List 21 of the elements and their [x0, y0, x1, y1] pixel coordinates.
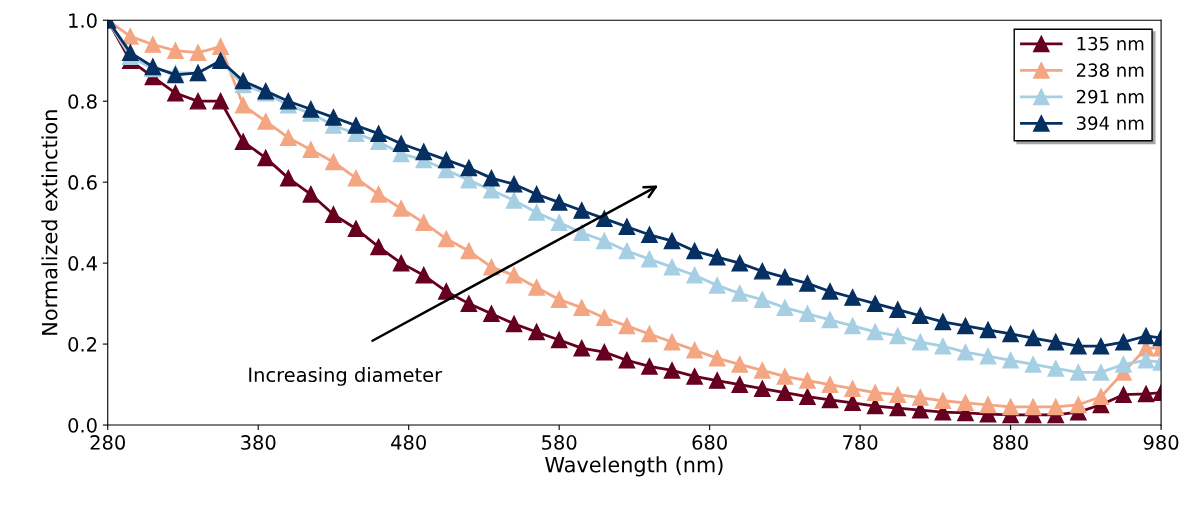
- x-tick-label: 680: [692, 435, 727, 450]
- y-axis-title: Normalized extinction: [41, 110, 58, 335]
- x-axis-title: Wavelength (nm): [545, 456, 723, 477]
- y-tick-label: 0.2: [68, 337, 97, 352]
- x-tick-label: 380: [241, 435, 276, 450]
- legend-label: 291 nm: [1076, 89, 1144, 104]
- x-tick-label: 980: [1143, 435, 1179, 450]
- x-tick-label: 880: [993, 435, 1028, 450]
- x-tick-label: 580: [542, 435, 577, 450]
- y-tick-label: 0.6: [68, 175, 97, 190]
- legend-label: 238 nm: [1076, 63, 1144, 77]
- y-tick-label: 0.0: [68, 418, 97, 433]
- x-tick-label: 480: [391, 435, 426, 450]
- y-tick-label: 1.0: [69, 13, 97, 28]
- y-tick-label: 0.8: [68, 94, 97, 109]
- y-tick-label: 0.4: [68, 256, 97, 271]
- annotation: Increasing diameter: [249, 367, 443, 386]
- legend-label: 394 nm: [1076, 116, 1144, 130]
- legend-label: 135 nm: [1077, 36, 1144, 51]
- x-tick-label: 780: [843, 435, 878, 450]
- x-tick-label: 280: [90, 435, 125, 450]
